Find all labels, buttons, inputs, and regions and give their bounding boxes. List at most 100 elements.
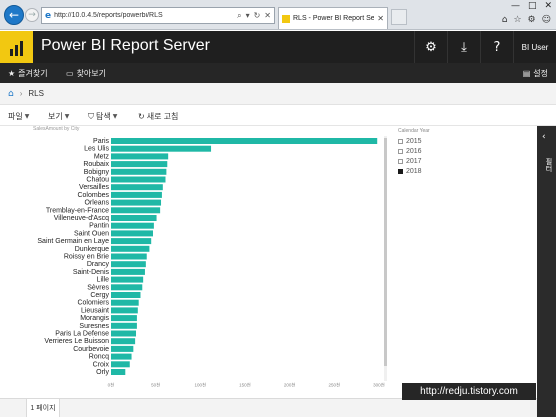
- legend-label: 2016: [406, 147, 422, 155]
- back-button[interactable]: ←: [4, 5, 24, 25]
- bar[interactable]: [111, 176, 166, 183]
- bar[interactable]: [111, 353, 132, 360]
- user-menu[interactable]: BI User: [513, 31, 556, 63]
- filters-pane[interactable]: ‹ 필터: [537, 126, 556, 417]
- legend-item-2018[interactable]: 2018: [398, 166, 430, 176]
- file-label: 파일: [8, 112, 23, 121]
- bar[interactable]: [111, 369, 126, 375]
- bar[interactable]: [111, 222, 154, 229]
- legend-label: 2017: [406, 157, 422, 165]
- category-label: Paris: [93, 138, 109, 145]
- refresh-button[interactable]: ↻ 새로 고침: [138, 111, 178, 122]
- breadcrumb-separator-icon: ›: [19, 89, 23, 98]
- download-icon: ⤓: [461, 39, 467, 55]
- legend-swatch: [398, 138, 403, 144]
- bar[interactable]: [111, 261, 146, 268]
- bar[interactable]: [111, 330, 137, 337]
- legend-item-2016[interactable]: 2016: [398, 146, 430, 156]
- gear-icon[interactable]: ⚙: [527, 15, 536, 25]
- bar[interactable]: [111, 345, 134, 352]
- bar[interactable]: [111, 292, 141, 298]
- file-menu[interactable]: 파일 ▼: [8, 111, 29, 122]
- bar[interactable]: [111, 199, 162, 206]
- settings-label: 설정: [533, 69, 548, 78]
- page-tab[interactable]: 1 페이지: [26, 399, 60, 417]
- close-icon[interactable]: ✕: [264, 10, 271, 20]
- bar[interactable]: [111, 276, 144, 283]
- bar[interactable]: [111, 191, 162, 198]
- new-tab-button[interactable]: [391, 9, 407, 25]
- bar[interactable]: [111, 307, 138, 314]
- bar[interactable]: [111, 238, 152, 245]
- star-icon[interactable]: ☆: [513, 15, 522, 25]
- bar[interactable]: [111, 168, 167, 175]
- app-title: Power BI Report Server: [41, 37, 210, 54]
- url-text[interactable]: http://10.0.4.5/reports/powerbi/RLS: [54, 12, 163, 19]
- chevron-down-icon: ▼: [64, 113, 70, 120]
- close-window-button[interactable]: ✕: [544, 1, 552, 11]
- browser-tab-active[interactable]: RLS - Power BI Report Serv... ✕: [278, 7, 388, 29]
- settings-link[interactable]: ▤ 설정: [523, 68, 548, 79]
- favorites-link[interactable]: ★ 즐겨찾기: [8, 68, 48, 79]
- bar[interactable]: [111, 322, 137, 329]
- chart-legend: Calendar Year 2015 2016 2017 2018: [398, 128, 430, 176]
- chevron-left-icon[interactable]: ‹: [542, 132, 546, 142]
- browser-tool-icons: ⌂ ☆ ⚙ ☺: [502, 15, 551, 25]
- view-menu[interactable]: 보기 ▼: [48, 111, 69, 122]
- bar[interactable]: [111, 284, 143, 291]
- bar[interactable]: [111, 245, 150, 252]
- minimize-button[interactable]: —: [510, 1, 520, 11]
- bar[interactable]: [111, 161, 168, 168]
- category-label: Courbevoie: [73, 346, 109, 353]
- tab-close-icon[interactable]: ✕: [377, 14, 384, 23]
- favorites-label: 즐겨찾기: [18, 69, 48, 78]
- bar[interactable]: [111, 145, 212, 152]
- power-bi-logo-icon[interactable]: [0, 31, 33, 63]
- legend-label: 2015: [406, 137, 422, 145]
- legend-item-2015[interactable]: 2015: [398, 136, 430, 146]
- refresh-icon: ↻: [138, 112, 145, 121]
- legend-swatch: [398, 158, 403, 164]
- bar[interactable]: [111, 268, 145, 275]
- legend-item-2017[interactable]: 2017: [398, 156, 430, 166]
- bar[interactable]: [111, 315, 137, 322]
- category-label: Orly: [96, 369, 109, 376]
- explore-menu[interactable]: ⛉ 탐색 ▼: [88, 111, 117, 122]
- bar[interactable]: [111, 338, 136, 345]
- category-label: Villeneuve-d'Ascq: [54, 215, 109, 222]
- category-label: Versailles: [79, 184, 109, 191]
- download-button[interactable]: ⤓: [447, 31, 480, 63]
- breadcrumb: ⌂ › RLS: [0, 83, 556, 105]
- address-bar[interactable]: e http://10.0.4.5/reports/powerbi/RLS ⌕ …: [41, 7, 275, 24]
- help-button[interactable]: ?: [480, 31, 513, 63]
- gear-icon: ⚙: [425, 39, 437, 55]
- x-tick-label: 0천: [108, 382, 115, 388]
- bar[interactable]: [111, 207, 161, 214]
- home-icon[interactable]: ⌂: [501, 15, 508, 25]
- bar[interactable]: [111, 138, 378, 144]
- x-tick-label: 300천: [373, 382, 385, 388]
- refresh-icon[interactable]: ↻: [253, 10, 261, 20]
- browse-link[interactable]: ▭ 찾아보기: [66, 68, 106, 79]
- chevron-down-icon[interactable]: ▾: [245, 10, 250, 20]
- forward-button[interactable]: →: [25, 8, 39, 22]
- settings-button[interactable]: ⚙: [414, 31, 447, 63]
- chevron-down-icon: ▼: [24, 113, 30, 120]
- search-icon[interactable]: ⌕: [237, 10, 242, 20]
- bar[interactable]: [111, 215, 157, 221]
- category-label: Bobigny: [84, 169, 110, 176]
- window-controls: — □ ✕: [511, 1, 552, 11]
- category-label: Lieusaint: [81, 307, 109, 314]
- maximize-button[interactable]: □: [527, 1, 537, 11]
- bar[interactable]: [111, 361, 130, 368]
- bar[interactable]: [111, 230, 153, 237]
- filters-pane-label: 필터: [545, 158, 552, 172]
- smiley-icon[interactable]: ☺: [541, 15, 551, 25]
- bar[interactable]: [111, 299, 139, 306]
- bar[interactable]: [111, 253, 147, 260]
- chart-scrollbar-thumb[interactable]: [384, 138, 387, 366]
- home-icon[interactable]: ⌂: [8, 88, 14, 99]
- bar[interactable]: [111, 184, 163, 191]
- bar[interactable]: [111, 153, 169, 160]
